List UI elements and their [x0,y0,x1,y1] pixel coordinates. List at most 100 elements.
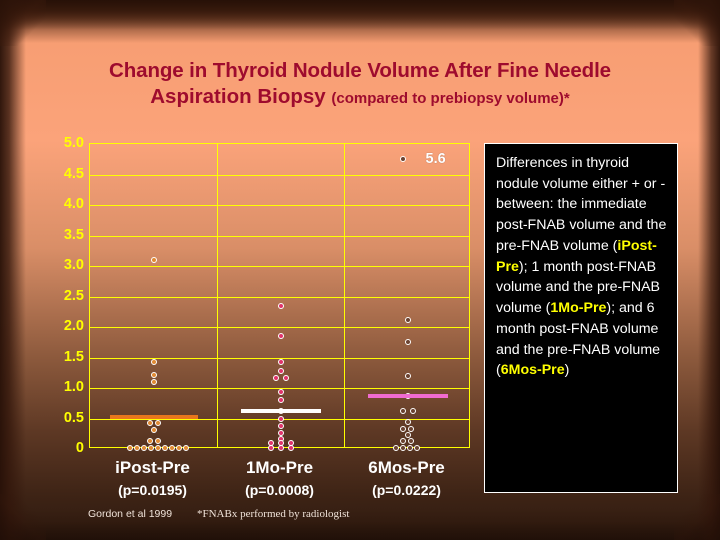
x-axis-group-ipost-pre: iPost-Pre (p=0.0195) [89,458,216,498]
data-point [399,156,406,163]
definition-term: 1Mo-Pre [550,300,607,317]
data-point [399,425,406,432]
x-axis-group-6mos-pre: 6Mos-Pre (p=0.0222) [343,458,470,498]
title-line-1: Change in Thyroid Nodule Volume After Fi… [109,59,611,82]
data-point [277,429,284,436]
data-point [404,372,411,379]
frame-bevel-right [698,0,720,540]
frame-corner-bottom-right [674,494,720,540]
x-axis-group-name: 1Mo-Pre [245,458,314,477]
data-point [150,359,157,366]
data-point [277,359,284,366]
x-axis-group-1mo-pre: 1Mo-Pre (p=0.0008) [216,458,343,498]
data-point [154,438,161,445]
x-axis-group-name: 6Mos-Pre [368,458,445,477]
title-line-2-main: Aspiration Biopsy [150,85,332,109]
definition-text: Differences in thyroid nodule volume eit… [496,155,667,254]
data-point [150,427,157,434]
data-point [150,256,157,263]
y-axis-tick-label: 4.5 [63,165,84,182]
definitions-textbox: Differences in thyroid nodule volume eit… [484,143,678,493]
gridline [90,327,469,328]
gridline [90,235,469,237]
data-point [272,375,279,382]
median-line [240,408,321,413]
chart-plot-area: 5.6 [89,143,470,451]
footnote-note: *FNABx performed by radiologist [196,508,350,520]
data-point [161,444,168,451]
median-line [367,393,448,398]
data-point [154,444,161,451]
footnote: Gordon et al 1999 *FNABx performed by ra… [88,508,349,520]
y-axis-tick-labels: 5.0 4.5 4.0 3.5 3.0 2.5 2.0 1.5 1.0 0.5 0 [18,135,84,456]
y-axis-tick-label: 0 [75,440,84,456]
data-point [407,438,414,445]
y-axis-tick-label: 3.5 [63,226,84,243]
frame-corner-top-right [674,0,720,46]
data-point [392,444,399,451]
gridline [90,266,469,267]
off-scale-value-label: 5.6 [425,151,446,168]
frame-bevel-left [0,0,26,540]
data-point [140,444,147,451]
x-axis-group-pvalue: (p=0.0008) [245,482,314,498]
median-line [109,415,198,420]
y-axis-tick-label: 2.5 [63,287,84,304]
data-point [150,378,157,385]
data-point [182,444,189,451]
data-point [267,444,274,451]
column-divider [344,144,345,447]
data-point [133,444,140,451]
data-point [277,422,284,429]
y-axis-tick-label: 4.0 [63,196,84,212]
data-point [147,444,154,451]
data-point [277,302,284,309]
footnote-citation: Gordon et al 1999 [88,508,173,520]
data-point [146,438,153,445]
data-point [404,431,411,438]
gridline [90,388,469,389]
data-point [175,444,182,451]
data-point [399,438,406,445]
data-point [282,375,289,382]
definition-text: ); and 6 month post-FNAB volume and the … [496,300,661,379]
definition-term: iPost-Pre [496,237,657,275]
data-point [404,419,411,426]
gridline [90,357,469,359]
gridline [90,174,469,176]
data-point [154,420,161,427]
gridline [90,296,469,298]
data-point [168,444,175,451]
data-point [277,388,284,395]
x-axis-group-pvalue: (p=0.0195) [118,482,187,498]
data-point [407,425,414,432]
frame-corner-top-left [0,0,46,46]
y-axis-tick-label: 3.0 [63,257,84,273]
data-point [404,316,411,323]
data-point [277,415,284,422]
data-point [150,371,157,378]
data-point [277,367,284,374]
frame-corner-bottom-left [0,494,46,540]
definition-text: ); 1 month post-FNAB volume and the pre-… [496,258,661,317]
data-point [287,444,294,451]
data-point [277,444,284,451]
data-point [409,408,416,415]
frame-bevel-top [0,0,720,30]
y-axis-tick-label: 5.0 [63,135,84,151]
data-point [399,444,406,451]
data-point [406,444,413,451]
y-axis-tick-label: 2.0 [63,318,84,334]
column-divider [217,144,218,447]
data-point [277,332,284,339]
data-point [413,444,420,451]
data-point [399,408,406,415]
x-axis-group-name: iPost-Pre [115,458,190,477]
x-axis-group-pvalue: (p=0.0222) [372,482,441,498]
definition-text: ) [564,362,570,379]
data-point [126,444,133,451]
y-axis-tick-label: 0.5 [63,409,84,426]
gridline [90,205,469,206]
data-point [146,420,153,427]
